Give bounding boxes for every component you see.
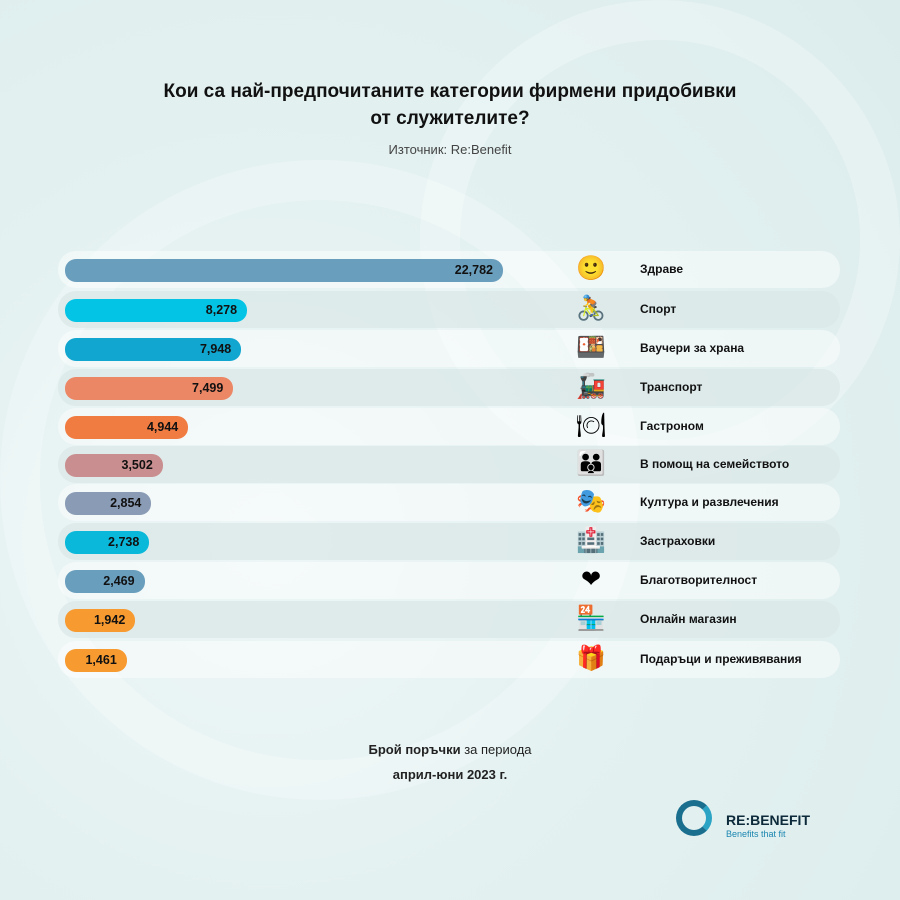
data-label: 4,944 <box>146 420 179 434</box>
chart-row: 22,782 🙂 Здраве <box>58 251 840 288</box>
bar: 3,502 <box>65 454 163 477</box>
bar: 1,461 <box>65 649 127 672</box>
family-icon: 👪 <box>576 450 606 477</box>
theater-masks-icon: 🎭 <box>576 488 606 515</box>
data-label: 2,469 <box>103 574 135 588</box>
category-label: Гастроном <box>640 419 704 433</box>
category-label: Подаръци и преживявания <box>640 652 802 666</box>
footer-caption: Брой поръчки за периода <box>0 742 900 757</box>
source-note: Източник: Re:Benefit <box>388 142 512 157</box>
category-label: Застраховки <box>640 534 716 548</box>
data-label: 2,738 <box>108 535 140 549</box>
category-label: Здраве <box>640 262 684 276</box>
category-label: Ваучери за храна <box>640 341 745 355</box>
data-label: 22,782 <box>454 263 493 277</box>
chart-row: 3,502 👪 В помощ на семейството <box>58 446 840 483</box>
bar: 22,782 <box>65 259 503 282</box>
bar: 7,499 <box>65 377 234 400</box>
logo-tagline: Benefits that fit <box>726 829 786 839</box>
chart-row: 1,461 🎁 Подаръци и преживявания <box>58 641 840 678</box>
chart-row: 7,948 🍱 Ваучери за храна <box>58 330 840 367</box>
data-label: 8,278 <box>205 303 238 317</box>
data-label: 7,948 <box>199 342 232 356</box>
gift-icon: 🎁 <box>576 645 606 672</box>
hospital-icon: 🏥 <box>576 527 606 554</box>
chart-row: 2,738 🏥 Застраховки <box>58 523 840 560</box>
footer-bold: Брой поръчки <box>368 742 461 757</box>
data-label: 7,499 <box>192 381 224 395</box>
title-line-2: от служителите? <box>370 108 530 129</box>
train-icon: 🚂 <box>576 373 606 400</box>
logo-name: RE:BENEFIT <box>726 812 810 828</box>
bar: 1,942 <box>65 609 136 632</box>
chart-row: 2,469 ❤ Благотворителност <box>58 562 840 599</box>
logo-mark-icon <box>676 800 712 836</box>
data-label: 1,942 <box>93 613 126 627</box>
data-label: 1,461 <box>85 653 117 667</box>
chart-title: Кои са най-предпочитаните категории фирм… <box>0 78 900 132</box>
bar: 8,278 <box>65 299 248 322</box>
bicyclist-icon: 🚴 <box>576 295 606 322</box>
footer-period: април-юни 2023 г. <box>392 767 508 782</box>
data-label: 2,854 <box>110 496 142 510</box>
plate-cutlery-icon: 🍽 <box>576 412 607 439</box>
category-label: Онлайн магазин <box>640 612 737 626</box>
title-line-1: Кои са най-предпочитаните категории фирм… <box>163 81 737 102</box>
footer-rest: за периода <box>460 742 532 757</box>
shop-icon: 🏪 <box>576 605 606 632</box>
category-label: Транспорт <box>640 380 703 394</box>
bar: 7,948 <box>65 338 242 361</box>
smiling-face-icon: 🙂 <box>576 255 606 282</box>
chart-row: 2,854 🎭 Култура и развлечения <box>58 484 840 521</box>
heart-icon: ❤ <box>580 566 602 593</box>
chart-row: 8,278 🚴 Спорт <box>58 291 840 328</box>
bar: 4,944 <box>65 416 189 439</box>
category-label: Спорт <box>640 302 677 316</box>
rebenefit-logo: RE:BENEFIT Benefits that fit <box>676 800 836 846</box>
bar: 2,469 <box>65 570 145 593</box>
bar: 2,854 <box>65 492 152 515</box>
bento-box-icon: 🍱 <box>576 334 606 361</box>
bar: 2,738 <box>65 531 150 554</box>
chart-row: 4,944 🍽 Гастроном <box>58 408 840 445</box>
category-label: Култура и развлечения <box>640 495 779 509</box>
chart-row: 1,942 🏪 Онлайн магазин <box>58 601 840 638</box>
data-label: 3,502 <box>121 458 153 472</box>
category-label: Благотворителност <box>640 573 758 587</box>
category-label: В помощ на семейството <box>640 457 790 471</box>
chart-row: 7,499 🚂 Транспорт <box>58 369 840 406</box>
